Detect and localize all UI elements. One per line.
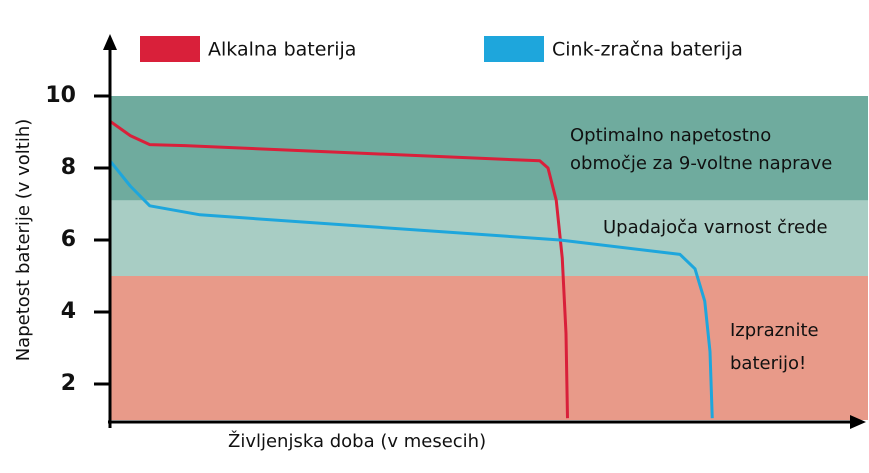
band — [110, 200, 868, 276]
y-tick-label: 2 — [61, 371, 76, 396]
legend-label: Cink-zračna baterija — [552, 39, 743, 61]
legend-swatch — [140, 36, 200, 62]
legend-swatch — [484, 36, 544, 62]
band-label: Izpraznite — [730, 320, 819, 341]
x-axis-label: Življenjska doba (v mesecih) — [228, 430, 486, 452]
y-axis-arrow — [103, 34, 117, 50]
band — [110, 276, 868, 420]
y-axis-label: Napetost baterije (v voltih) — [13, 119, 34, 362]
line — [109, 119, 569, 419]
y-tick-label: 8 — [61, 155, 76, 180]
legend-label: Alkalna baterija — [208, 39, 356, 61]
band-label: Upadajoča varnost črede — [603, 217, 828, 238]
band-label: Optimalno napetostno — [570, 125, 771, 146]
y-tick-label: 6 — [61, 227, 76, 252]
x-axis-arrow — [850, 415, 866, 429]
band-label: območje za 9-voltne naprave — [570, 153, 832, 174]
band-label: baterijo! — [730, 353, 806, 374]
line — [108, 159, 714, 419]
y-tick-label: 4 — [61, 299, 76, 324]
y-tick-label: 10 — [45, 83, 76, 108]
